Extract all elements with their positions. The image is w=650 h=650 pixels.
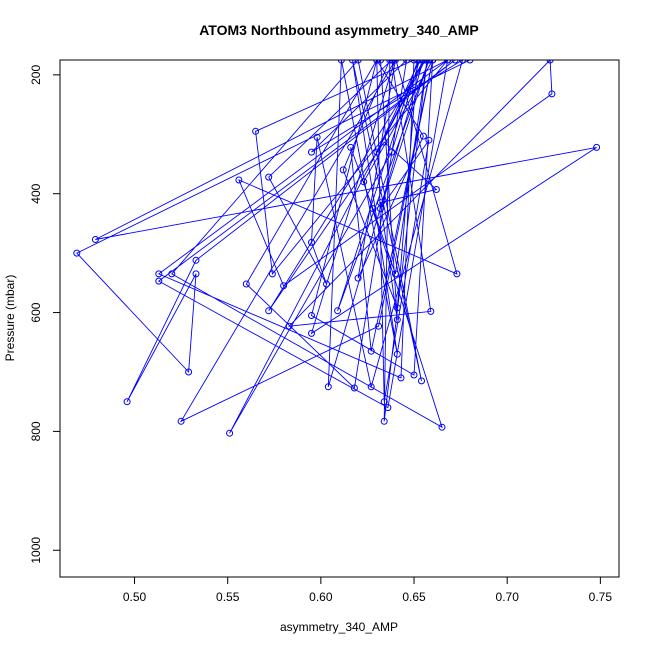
data-point (350, 384, 358, 392)
data-point (416, 60, 424, 64)
x-tick-label: 0.50 (123, 590, 147, 604)
y-tick-label: 400 (29, 183, 43, 203)
data-point (392, 60, 399, 62)
data-point (375, 322, 383, 330)
data-point (386, 60, 394, 64)
data-point (410, 60, 418, 64)
data-point (429, 60, 437, 64)
data-point (367, 347, 375, 355)
data-point (242, 280, 250, 288)
data-point (548, 90, 556, 98)
data-point (397, 374, 405, 382)
data-point (384, 404, 392, 412)
data-point (308, 329, 315, 337)
data-point (252, 127, 260, 135)
data-point (432, 186, 440, 193)
data-point (453, 270, 461, 278)
data-point (388, 148, 396, 156)
data-point (377, 60, 384, 64)
data-point (324, 383, 332, 391)
y-tick-label: 800 (29, 421, 43, 441)
data-point (427, 307, 435, 315)
data-point (377, 199, 384, 207)
data-point (308, 148, 315, 156)
data-point (185, 368, 193, 376)
chart-title: ATOM3 Northbound asymmetry_340_AMP (199, 22, 479, 38)
data-point (391, 60, 399, 64)
data-point (373, 148, 381, 156)
data-point (444, 60, 452, 64)
data-point (265, 307, 273, 315)
data-point (339, 166, 347, 174)
data-point (313, 133, 321, 141)
x-tick-label: 0.70 (496, 590, 520, 604)
data-point (337, 60, 345, 64)
data-point (593, 143, 601, 151)
data-point (419, 132, 427, 140)
data-point (265, 173, 273, 181)
data-point (380, 398, 388, 406)
plot-frame (59, 59, 620, 578)
series-group (73, 60, 601, 437)
data-point (168, 270, 176, 278)
x-tick-label: 0.55 (216, 590, 240, 604)
data-point (418, 377, 425, 385)
data-point (308, 238, 315, 246)
data-point (459, 60, 466, 64)
x-tick-label: 0.60 (309, 590, 333, 604)
data-point (421, 60, 429, 64)
y-axis: 200 400 600 800 1000 (29, 65, 60, 564)
data-point (285, 322, 293, 330)
x-tick-label: 0.75 (589, 590, 613, 604)
data-point (73, 249, 81, 257)
data-point (380, 417, 388, 425)
data-point (451, 60, 459, 64)
data-point (380, 138, 388, 146)
data-point (466, 60, 474, 64)
data-point (280, 282, 288, 290)
y-axis-label: Pressure (mbar) (3, 275, 17, 362)
y-tick-label: 600 (29, 302, 43, 322)
data-point (360, 178, 368, 186)
data-point (388, 60, 396, 64)
data-point (235, 176, 243, 184)
data-point (268, 270, 276, 278)
data-point (403, 60, 411, 64)
data-point (323, 280, 330, 288)
y-tick-label: 1000 (29, 537, 43, 564)
data-point (177, 417, 185, 425)
data-point (391, 270, 399, 278)
data-point (334, 307, 342, 315)
data-point (226, 429, 234, 437)
data-point (91, 236, 99, 243)
data-point (347, 143, 355, 151)
data-point (367, 383, 375, 391)
y-tick-label: 200 (29, 65, 43, 85)
series-line (76, 60, 597, 434)
data-point (155, 277, 163, 285)
x-axis: 0.50 0.55 0.60 0.65 0.70 0.75 (123, 577, 613, 604)
data-point (354, 60, 362, 64)
data-point (423, 60, 431, 64)
x-axis-label: asymmetry_340_AMP (280, 620, 398, 634)
data-point (369, 205, 377, 213)
data-point (410, 371, 418, 379)
data-point (546, 60, 554, 64)
data-point (155, 270, 163, 278)
data-point (425, 136, 433, 144)
data-point (393, 316, 401, 324)
data-point (123, 398, 131, 406)
data-point (349, 60, 356, 64)
data-point (393, 304, 401, 312)
data-point (354, 274, 362, 282)
data-point (308, 312, 315, 319)
data-point (192, 256, 200, 264)
x-tick-label: 0.65 (402, 590, 426, 604)
data-point (373, 60, 381, 64)
data-point (393, 350, 401, 358)
data-point (438, 423, 446, 431)
data-point (192, 270, 200, 278)
